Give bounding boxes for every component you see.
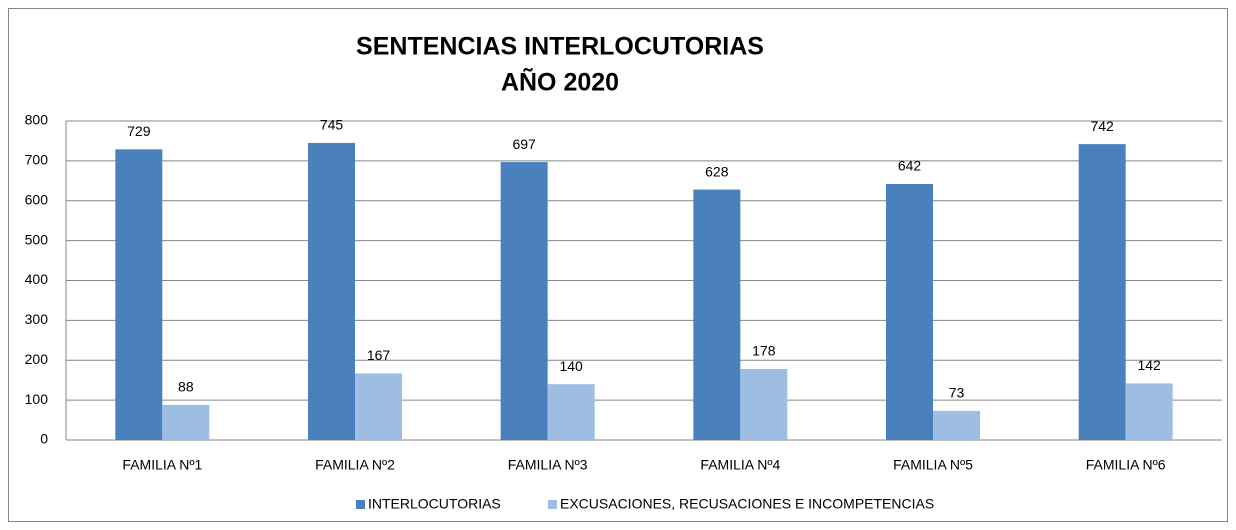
- bar: [308, 142, 355, 440]
- bar: [886, 184, 933, 440]
- y-tick-label: 600: [25, 191, 49, 207]
- value-label: 729: [127, 123, 151, 139]
- x-tick-label: FAMILIA Nº5: [893, 457, 973, 473]
- chart-border: [8, 8, 1228, 522]
- x-tick-label: FAMILIA Nº6: [1086, 457, 1166, 473]
- legend-swatch: [548, 500, 557, 509]
- value-label: 697: [512, 136, 536, 152]
- y-tick-label: 500: [25, 231, 49, 247]
- y-tick-label: 800: [25, 112, 49, 128]
- bar: [500, 162, 548, 441]
- legend-label: INTERLOCUTORIAS: [368, 496, 501, 512]
- chart-title: SENTENCIAS INTERLOCUTORIAS: [356, 33, 764, 61]
- y-tick-label: 200: [25, 351, 49, 367]
- x-tick-label: FAMILIA Nº2: [315, 457, 395, 473]
- y-tick-label: 300: [25, 311, 49, 327]
- value-label: 88: [178, 379, 194, 395]
- y-tick-label: 400: [25, 271, 49, 287]
- value-label: 73: [949, 385, 965, 401]
- value-label: 745: [320, 117, 344, 133]
- value-label: 142: [1137, 357, 1161, 373]
- bar: [355, 373, 402, 440]
- bar: [162, 404, 210, 440]
- value-label: 642: [898, 158, 922, 174]
- value-label: 742: [1090, 118, 1114, 134]
- bar: [933, 410, 980, 440]
- chart-title: AÑO 2020: [501, 67, 619, 97]
- legend-swatch: [356, 500, 365, 509]
- bar: [547, 384, 595, 440]
- bar: [115, 149, 163, 440]
- value-label: 140: [559, 358, 583, 374]
- legend-label: EXCUSACIONES, RECUSACIONES E INCOMPETENC…: [560, 496, 934, 512]
- bar: [1125, 383, 1173, 440]
- value-label: 628: [705, 163, 729, 179]
- value-label: 178: [752, 343, 776, 359]
- value-label: 167: [367, 347, 391, 363]
- bar: [1078, 144, 1126, 440]
- x-tick-label: FAMILIA Nº4: [700, 457, 780, 473]
- bar: [693, 189, 741, 440]
- bar: [740, 369, 788, 440]
- y-tick-label: 700: [25, 152, 49, 168]
- y-tick-label: 100: [25, 391, 49, 407]
- x-tick-label: FAMILIA Nº3: [508, 457, 588, 473]
- y-tick-label: 0: [40, 431, 48, 447]
- x-tick-label: FAMILIA Nº1: [122, 457, 202, 473]
